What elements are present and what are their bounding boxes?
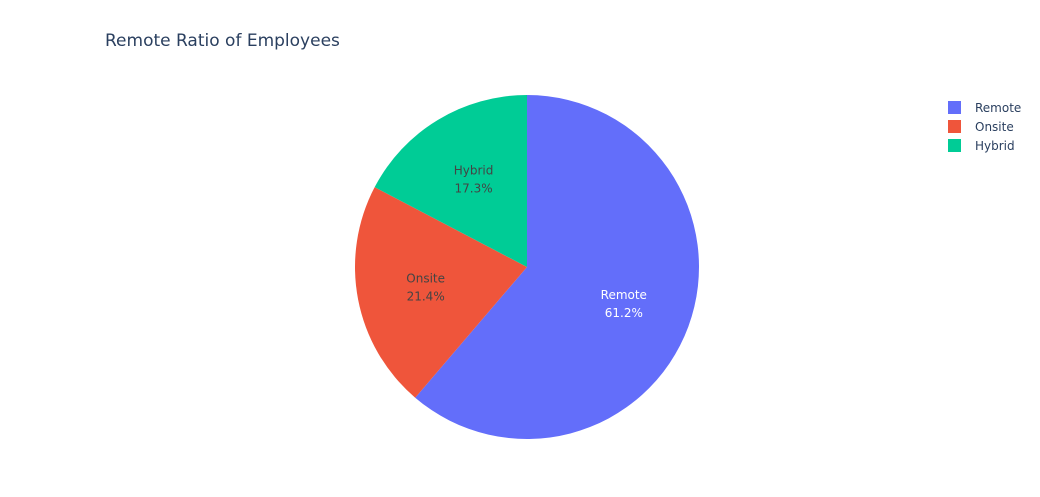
chart-title: Remote Ratio of Employees xyxy=(105,31,340,51)
pie-slice-onsite xyxy=(354,187,527,398)
legend-label-onsite[interactable]: Onsite xyxy=(975,120,1014,134)
pie-slice-hybrid xyxy=(374,95,527,267)
slice-value-onsite: 21.4% xyxy=(407,290,445,304)
pie-slice-labels: Remote 61.2% Onsite 21.4% Hybrid 17.3% xyxy=(406,164,647,320)
legend-label-remote[interactable]: Remote xyxy=(975,101,1021,115)
slice-label-hybrid: Hybrid xyxy=(454,164,494,178)
pie-slice-remote xyxy=(415,95,700,439)
slice-label-remote: Remote xyxy=(601,288,647,302)
legend-swatch-onsite[interactable] xyxy=(948,120,961,133)
legend-swatch-hybrid[interactable] xyxy=(948,139,961,152)
slice-value-hybrid: 17.3% xyxy=(455,182,493,196)
legend-label-hybrid[interactable]: Hybrid xyxy=(975,139,1015,153)
slice-value-remote: 61.2% xyxy=(605,306,643,320)
slice-label-onsite: Onsite xyxy=(406,272,445,286)
legend: Remote Onsite Hybrid xyxy=(948,101,1021,153)
legend-swatch-remote[interactable] xyxy=(948,101,961,114)
pie-slices xyxy=(354,95,700,439)
